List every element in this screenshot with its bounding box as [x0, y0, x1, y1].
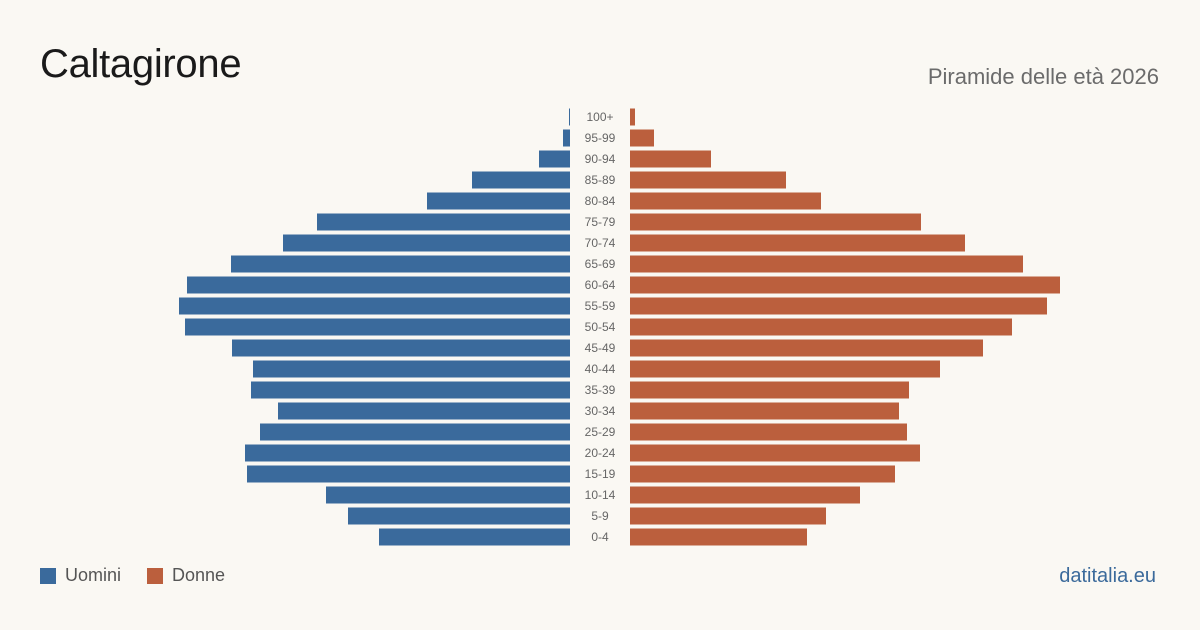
- bar-women-55-59: [630, 297, 1047, 315]
- bar-men-60-64: [187, 276, 570, 294]
- age-label-85-89: 85-89: [585, 173, 616, 187]
- legend-item-women: Donne: [147, 565, 225, 586]
- bar-men-5-9: [348, 507, 570, 525]
- bar-women-70-74: [630, 234, 965, 252]
- bar-men-20-24: [245, 444, 570, 462]
- age-label-30-34: 30-34: [585, 404, 616, 418]
- bar-women-25-29: [630, 423, 907, 441]
- bar-women-75-79: [630, 213, 921, 231]
- bar-women-0-4: [630, 528, 807, 546]
- bar-men-75-79: [317, 213, 570, 231]
- legend-swatch-men: [40, 567, 56, 584]
- age-label-25-29: 25-29: [585, 425, 616, 439]
- bar-women-10-14: [630, 486, 860, 504]
- legend: Uomini Donne: [40, 565, 225, 586]
- age-label-55-59: 55-59: [585, 299, 616, 313]
- bar-men-35-39: [251, 381, 570, 399]
- age-label-100plus: 100+: [586, 110, 613, 124]
- brand-link[interactable]: datitalia.eu: [1059, 565, 1156, 587]
- bar-women-95-99: [630, 129, 654, 147]
- bar-men-25-29: [260, 423, 570, 441]
- age-label-60-64: 60-64: [585, 278, 616, 292]
- bar-men-85-89: [472, 171, 570, 189]
- bar-women-80-84: [630, 192, 821, 210]
- chart-subtitle: Piramide delle età 2026: [927, 64, 1159, 89]
- age-label-75-79: 75-79: [585, 215, 616, 229]
- age-label-95-99: 95-99: [585, 131, 616, 145]
- bar-women-50-54: [630, 318, 1012, 336]
- bar-women-90-94: [630, 150, 711, 168]
- bar-men-30-34: [278, 402, 570, 420]
- legend-item-men: Uomini: [40, 565, 121, 586]
- bar-men-90-94: [539, 150, 570, 168]
- bar-women-45-49: [630, 339, 983, 357]
- bar-women-85-89: [630, 171, 786, 189]
- bar-men-15-19: [247, 465, 570, 483]
- bar-women-15-19: [630, 465, 895, 483]
- age-label-90-94: 90-94: [585, 152, 616, 166]
- bar-men-40-44: [253, 360, 570, 378]
- age-label-40-44: 40-44: [585, 362, 616, 376]
- age-label-10-14: 10-14: [585, 488, 616, 502]
- bar-women-5-9: [630, 507, 826, 525]
- age-label-0-4: 0-4: [591, 530, 609, 544]
- legend-label-women: Donne: [172, 565, 226, 585]
- bar-men-50-54: [185, 318, 570, 336]
- bar-women-65-69: [630, 255, 1023, 273]
- bar-women-20-24: [630, 444, 920, 462]
- age-label-15-19: 15-19: [585, 467, 616, 481]
- age-label-50-54: 50-54: [585, 320, 616, 334]
- bar-women-60-64: [630, 276, 1060, 294]
- bar-men-0-4: [379, 528, 570, 546]
- bar-men-65-69: [231, 255, 570, 273]
- age-label-5-9: 5-9: [591, 509, 609, 523]
- legend-swatch-women: [147, 567, 164, 584]
- age-label-80-84: 80-84: [585, 194, 616, 208]
- bar-men-95-99: [563, 129, 570, 147]
- age-label-45-49: 45-49: [585, 341, 616, 355]
- bar-women-40-44: [630, 360, 940, 378]
- chart-title: Caltagirone: [40, 42, 242, 86]
- age-label-35-39: 35-39: [585, 383, 616, 397]
- bar-women-30-34: [630, 402, 899, 420]
- bar-men-100plus: [569, 108, 570, 126]
- bar-men-80-84: [427, 192, 570, 210]
- bar-men-70-74: [283, 234, 570, 252]
- bar-women-100plus: [630, 108, 635, 126]
- bar-men-10-14: [326, 486, 570, 504]
- age-label-20-24: 20-24: [585, 446, 616, 460]
- bar-men-45-49: [232, 339, 570, 357]
- age-label-70-74: 70-74: [585, 236, 616, 250]
- bar-men-55-59: [179, 297, 570, 315]
- bar-women-35-39: [630, 381, 909, 399]
- age-label-65-69: 65-69: [585, 257, 616, 271]
- legend-label-men: Uomini: [65, 565, 122, 585]
